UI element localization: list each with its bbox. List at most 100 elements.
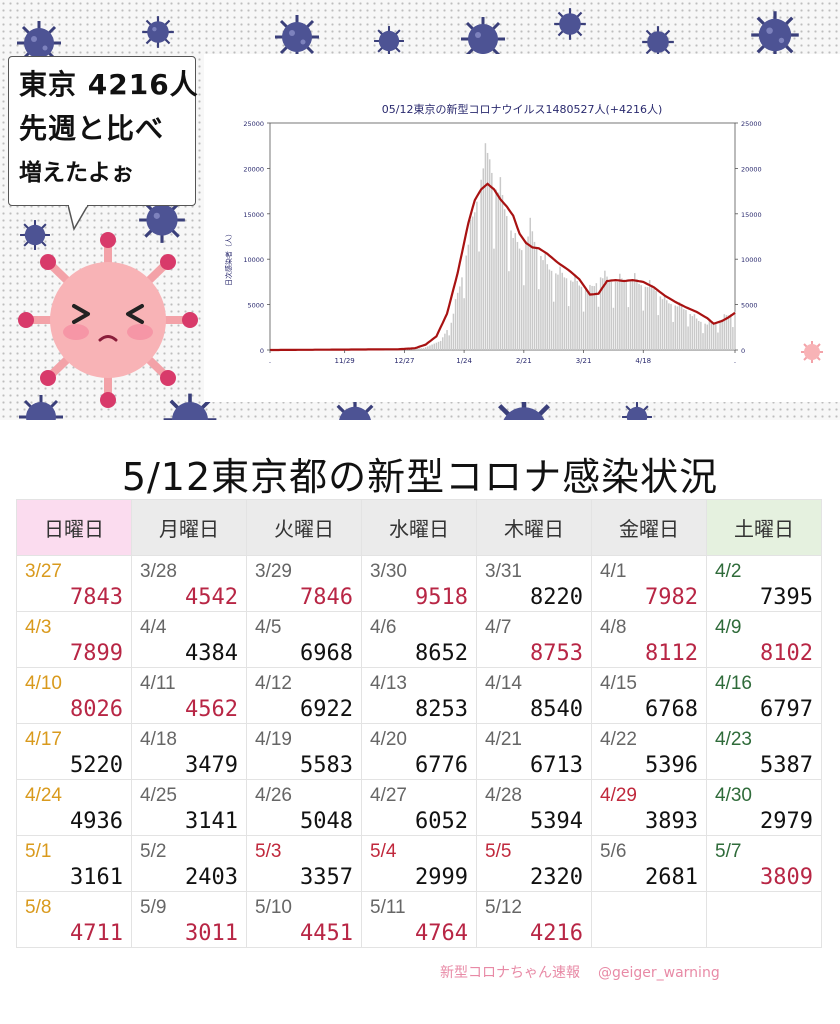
cell-date: 4/6: [370, 617, 397, 638]
chart-bar: [565, 278, 568, 350]
x-tick-label: 3/21: [576, 357, 592, 365]
chart-bar: [578, 285, 581, 350]
cell-date: 4/7: [485, 617, 512, 638]
cell-date: 3/27: [25, 561, 62, 582]
chart-bar: [646, 287, 649, 350]
cell-case-count: 3357: [300, 865, 353, 890]
chart-bar: [670, 304, 672, 350]
chart-bar: [563, 277, 566, 350]
cell-case-count: 4451: [300, 921, 353, 946]
y-tick-label: 0: [260, 347, 264, 355]
cell-case-count: 2979: [760, 809, 813, 834]
header-monday: 月曜日: [131, 499, 247, 556]
cell-case-count: 5220: [70, 753, 123, 778]
chart-bar: [616, 281, 619, 350]
cell-date: 4/14: [485, 673, 522, 694]
calendar-day-cell: 5/8 4711: [16, 891, 132, 948]
chart-bars: [271, 143, 736, 350]
virus-decoration-icon: [20, 220, 50, 250]
y-tick-label: 5000: [247, 302, 264, 310]
chart-bar: [508, 271, 510, 350]
chart-bar: [725, 315, 728, 350]
y-tick-label-right: 0: [741, 347, 745, 355]
chart-bar: [461, 277, 463, 350]
cell-case-count: 3011: [185, 921, 238, 946]
chart-bar: [518, 248, 521, 350]
calendar-day-cell: 4/5 6968: [246, 611, 362, 668]
calendar-day-cell: 3/27 7843: [16, 555, 132, 612]
virus-decoration-icon: [17, 21, 61, 65]
chart-bar: [668, 303, 670, 350]
cell-date: 5/6: [600, 841, 627, 862]
chart-bar: [552, 301, 555, 350]
cell-case-count: 7899: [70, 641, 123, 666]
chart-bar: [638, 283, 640, 350]
chart-bar: [676, 306, 679, 350]
cell-date: 4/29: [600, 785, 637, 806]
cell-case-count: 3161: [70, 865, 123, 890]
cell-date: 4/28: [485, 785, 522, 806]
x-tick-label: 1/24: [456, 357, 472, 365]
chart-bar: [559, 266, 561, 350]
header-tuesday: 火曜日: [246, 499, 362, 556]
chart-bar: [499, 177, 502, 350]
cell-case-count: 3479: [185, 753, 238, 778]
cell-date: 5/3: [255, 841, 282, 862]
chart-bar: [557, 274, 559, 350]
chart-bar: [644, 286, 647, 350]
calendar-day-cell: 4/22 5396: [591, 723, 707, 780]
footer-text: 新型コロナちゃん速報: [440, 965, 580, 981]
chart-bar: [687, 326, 689, 350]
cell-case-count: 5387: [760, 753, 813, 778]
cell-date: 4/4: [140, 617, 167, 638]
corona-mascot-icon: [18, 232, 198, 408]
calendar-day-cell: 4/28 5394: [476, 779, 592, 836]
chart-moving-average: [270, 182, 736, 352]
cell-date: 4/2: [715, 561, 742, 582]
cell-date: 4/15: [600, 673, 637, 694]
chart-bar: [651, 284, 653, 350]
chart-bar: [533, 241, 536, 350]
cell-date: 4/18: [140, 729, 177, 750]
calendar-week-row: 4/3 7899 4/4 4384 4/5 6968 4/6 8652 4/7 8753 4/8 81…: [16, 611, 822, 668]
y-tick-label-right: 15000: [741, 211, 762, 219]
cell-date: 4/25: [140, 785, 177, 806]
chart-bar: [706, 324, 709, 350]
calendar-day-cell: 5/3 3357: [246, 835, 362, 892]
chart-bar: [595, 283, 598, 350]
calendar-day-cell: 4/25 3141: [131, 779, 247, 836]
chart-bar: [538, 289, 540, 350]
cell-case-count: 4542: [185, 585, 238, 610]
virus-decoration-icon: [751, 11, 799, 59]
cell-case-count: 8220: [530, 585, 583, 610]
calendar-week-row: 4/10 8026 4/11 4562 4/12 6922 4/13 8253 4/14 8540…: [16, 667, 822, 724]
calendar-day-cell: 5/5 2320: [476, 835, 592, 892]
header-thursday: 木曜日: [476, 499, 592, 556]
chart-bar: [418, 348, 421, 350]
chart-bar: [732, 327, 734, 350]
calendar-day-cell: 3/30 9518: [361, 555, 477, 612]
calendar-day-cell: 5/12 4216: [476, 891, 592, 948]
chart-bar: [719, 320, 721, 350]
chart-bar: [610, 281, 613, 350]
cell-case-count: 6768: [645, 697, 698, 722]
chart-bar: [604, 270, 606, 350]
cell-case-count: 2681: [645, 865, 698, 890]
x-tick-label: 4/18: [635, 357, 651, 365]
chart-bar: [424, 347, 427, 350]
calendar-day-cell: 4/4 4384: [131, 611, 247, 668]
chart-bar: [634, 273, 636, 350]
calendar-day-cell: 4/6 8652: [361, 611, 477, 668]
cell-date: 4/23: [715, 729, 752, 750]
cell-case-count: 8102: [760, 641, 813, 666]
chart-bar: [525, 241, 527, 350]
chart-bar: [540, 256, 542, 350]
chart-bar: [702, 333, 704, 350]
calendar-header-row: 日曜日 月曜日 火曜日 水曜日 木曜日 金曜日 土曜日: [16, 499, 822, 556]
cell-case-count: 6052: [415, 809, 468, 834]
chart-bar: [516, 241, 519, 350]
footer-credit: 新型コロナちゃん速報 @geiger_warning: [440, 962, 720, 982]
y-tick-label-right: 25000: [741, 120, 762, 128]
chart-bar: [529, 217, 531, 350]
cell-date: 5/5: [485, 841, 512, 862]
